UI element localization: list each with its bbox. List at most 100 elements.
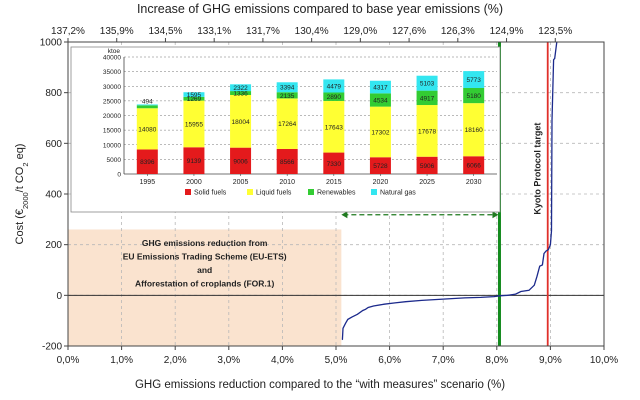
x-tick-label: 3,0% (217, 355, 240, 366)
shaded-region (68, 229, 342, 346)
cost-curve-point (367, 307, 369, 308)
inset-bar-label: 1269 (187, 96, 202, 103)
cost-curve-point (554, 58, 556, 59)
y-tick-label: 1000 (40, 38, 63, 49)
inset-bar-solid-fuels (136, 149, 158, 174)
top-tick-label: 135,9% (100, 26, 134, 37)
inset-y-tick-label: 30000 (103, 84, 121, 91)
x-tick-label: 4,0% (271, 355, 294, 366)
cost-curve-point (347, 319, 349, 320)
cost-curve-point (520, 291, 522, 292)
y-tick-label: -200 (42, 342, 62, 353)
inset-x-tick-label: 2020 (373, 179, 389, 186)
cost-curve-point (551, 120, 553, 121)
cost-curve-point (536, 275, 538, 277)
inset-y-tick-label: 35000 (103, 69, 121, 76)
winwin-arrowhead-right (492, 211, 499, 219)
inset-y-label: ktoe (108, 48, 121, 55)
inset-bar-label: 9006 (233, 158, 248, 165)
inset-bar-solid-fuels (183, 147, 205, 174)
top-tick-label: 131,7% (246, 26, 280, 37)
inset-bar-label: 5103 (420, 81, 435, 88)
chart-title: Increase of GHG emissions compared to ba… (137, 2, 503, 16)
top-tick-label: 133,1% (197, 26, 231, 37)
x-axis-label: GHG emissions reduction compared to the … (135, 379, 505, 391)
cost-curve-point (383, 303, 385, 305)
inset-bar-liquid-fuels (183, 100, 205, 148)
inset-legend-label: Solid fuels (194, 190, 227, 197)
inset-bar-liquid-fuels (463, 103, 485, 157)
inset-x-tick-label: 2000 (186, 179, 202, 186)
inset-bar-label: 9139 (187, 158, 202, 165)
inset-bar-renewables (463, 87, 485, 104)
shaded-region-label: and (197, 265, 212, 275)
top-tick-label: 129,0% (343, 26, 377, 37)
inset-bar-solid-fuels (323, 152, 345, 174)
inset-x-tick-label: 2005 (233, 179, 249, 186)
inset-bar-liquid-fuels (416, 105, 438, 157)
inset-x-tick-label: 2030 (466, 179, 482, 186)
inset-bar-renewables (183, 96, 205, 101)
inset-bar-label: 4479 (327, 83, 342, 90)
inset-bar-label: 1336 (233, 91, 248, 98)
top-tick-label: 137,2% (51, 26, 85, 37)
inset-bar-renewables (323, 92, 345, 101)
inset-bar-solid-fuels (230, 147, 252, 174)
inset-legend-swatch (308, 189, 314, 195)
inset-bar-solid-fuels (369, 157, 391, 174)
inset-bar-renewables (416, 90, 438, 106)
inset-y-tick-label: 25000 (103, 98, 121, 105)
cost-curve-point (351, 316, 353, 318)
inset-bar-liquid-fuels (230, 94, 252, 148)
y-tick-label: 200 (45, 240, 62, 251)
cost-curve-point (362, 310, 364, 311)
cost-curve-point (543, 253, 545, 254)
inset-bar-liquid-fuels (136, 108, 158, 150)
inset-bar-label: 2322 (233, 85, 248, 92)
inset-bar-label: 5906 (420, 163, 435, 170)
inset-bar-label: 2890 (327, 94, 342, 101)
inset-bar-label: 7330 (327, 161, 342, 168)
inset-legend-swatch (185, 189, 191, 195)
inset-bar-natural-gas (183, 92, 205, 97)
inset-bar-solid-fuels (463, 156, 485, 174)
inset-x-tick-label: 2025 (419, 179, 435, 186)
inset-bar-label: 17643 (325, 124, 343, 131)
inset-legend-label: Liquid fuels (256, 190, 292, 197)
cost-curve-point (357, 313, 358, 315)
inset-bar-natural-gas (323, 79, 345, 93)
cost-curve-point (421, 300, 423, 301)
inset-x-tick-label: 1995 (140, 179, 156, 186)
inset-chart: 0 5000 10000 15000 20000 25000 30000 35000 40000… (70, 46, 501, 213)
winwin-arrowhead-left (341, 211, 348, 219)
cost-curve-point (551, 230, 552, 232)
shaded-region-label: GHG emissions reduction from (142, 238, 268, 248)
cost-curve-point (528, 289, 530, 291)
cost-curve-point (545, 250, 547, 252)
inset-bar-liquid-fuels (276, 98, 298, 149)
cost-curve-point (342, 327, 344, 329)
inset-bar-renewables (369, 93, 391, 107)
inset-bar-natural-gas (463, 71, 485, 88)
inset-bar-natural-gas (416, 75, 438, 91)
cost-curve-point (342, 339, 343, 341)
cost-curve (341, 41, 558, 340)
cost-curve-point (553, 59, 555, 61)
cost-curve-point (345, 322, 347, 324)
inset-bar-label: 18004 (232, 119, 250, 126)
y-tick-label: 400 (45, 190, 62, 201)
x-tick-label: 0,0% (57, 355, 80, 366)
x-tick-label: 8,0% (485, 355, 508, 366)
inset-bar-renewables (276, 92, 298, 99)
inset-bar-label: 4534 (373, 98, 388, 105)
inset-bar-label: 8566 (280, 159, 295, 166)
y-tick-label: 800 (45, 88, 62, 99)
inset-bar-label: 17264 (278, 121, 296, 128)
inset-bar-label: 3394 (280, 85, 295, 92)
inset-bar-renewables (230, 91, 252, 95)
cost-curve-point (507, 294, 508, 296)
x-tick-label: 6,0% (378, 355, 401, 366)
cost-curve-point (442, 298, 444, 300)
inset-bar-label: 14080 (138, 126, 156, 133)
